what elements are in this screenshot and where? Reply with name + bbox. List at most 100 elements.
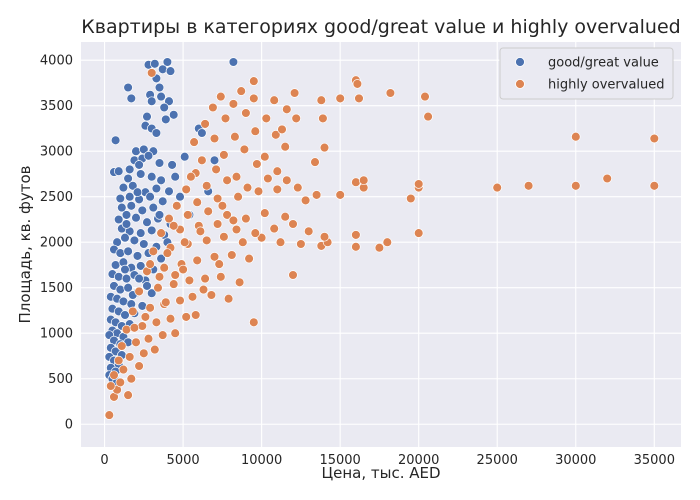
x-tick-label: 15000 [319,453,360,468]
data-point [168,110,179,120]
data-point [117,341,127,351]
data-point [319,142,330,153]
data-point [151,317,162,328]
data-point [649,181,660,191]
data-point [192,197,202,207]
data-point [157,64,168,75]
x-tick-label: 5000 [167,453,200,468]
data-points [104,57,660,420]
data-point [260,151,270,162]
data-point [216,91,226,102]
data-point [131,337,141,348]
y-tick-label: 1500 [40,281,73,296]
data-point [132,187,143,197]
data-point [157,330,168,340]
data-point [181,184,191,195]
data-point [571,181,581,191]
data-point [280,211,290,222]
data-point [212,193,223,204]
data-point [115,248,126,258]
data-point [234,277,245,288]
legend-box [499,47,674,100]
data-point [150,344,160,355]
data-point [231,171,242,182]
data-point [113,214,124,225]
data-point [161,114,171,125]
data-point [216,272,226,282]
data-point [201,235,212,246]
data-point [154,82,165,93]
data-point [238,237,248,247]
data-point [351,242,361,252]
x-axis-label: Цена, тыс. AED [321,464,440,482]
data-point [219,150,229,160]
x-tick-label: 25000 [477,453,518,468]
data-point [178,264,188,275]
data-point [118,296,129,307]
data-point [209,155,220,166]
data-point [123,282,133,293]
data-point [354,93,364,104]
data-point [115,193,126,204]
data-point [179,237,190,247]
data-point [164,96,174,106]
data-point [311,190,322,200]
data-point [206,290,217,300]
data-point [150,59,160,69]
x-tick-label: 35000 [634,453,675,468]
data-point [129,323,140,333]
data-point [300,195,311,206]
data-point [170,328,180,338]
data-point [134,361,144,371]
data-point [241,108,251,118]
data-point [146,96,157,106]
data-point [602,173,612,184]
data-point [319,232,330,242]
data-point [261,113,272,124]
data-point [156,253,166,264]
data-point [230,131,240,142]
data-point [165,313,176,324]
data-point [198,284,209,295]
data-point [159,102,169,113]
x-tick-label: 0 [100,453,108,468]
data-point [351,177,361,187]
data-point [228,57,239,67]
data-point [172,201,182,211]
data-point [228,215,239,226]
data-point [121,324,132,335]
data-point [184,275,195,286]
data-point [183,210,193,220]
data-point [201,181,212,191]
data-point [170,270,180,280]
data-point [153,282,163,293]
data-point [649,133,660,144]
data-point [282,104,292,115]
data-point [358,175,369,186]
data-point [280,141,290,152]
data-point [250,228,261,238]
data-point [220,113,231,124]
data-point [142,217,152,227]
data-point [186,171,196,182]
tick-labels: 0 5000 10000 15000 20000 25000 30000 35000 0 500 1… [40,54,675,468]
data-point [209,133,220,144]
legend-label-highly-overvalued: highly overvalued [548,78,665,93]
data-point [275,237,286,247]
data-point [492,182,502,193]
y-tick-label: 2500 [40,190,73,205]
data-point [200,273,210,284]
data-point [137,205,148,216]
data-point [187,292,198,302]
data-point [126,373,137,384]
data-point [228,99,239,109]
data-point [145,259,155,269]
data-point [118,364,129,375]
data-point [135,228,146,238]
data-point [385,88,396,98]
data-point [123,390,133,400]
data-point [128,181,138,191]
data-point [249,76,259,86]
data-point [241,213,251,224]
data-point [288,219,298,229]
